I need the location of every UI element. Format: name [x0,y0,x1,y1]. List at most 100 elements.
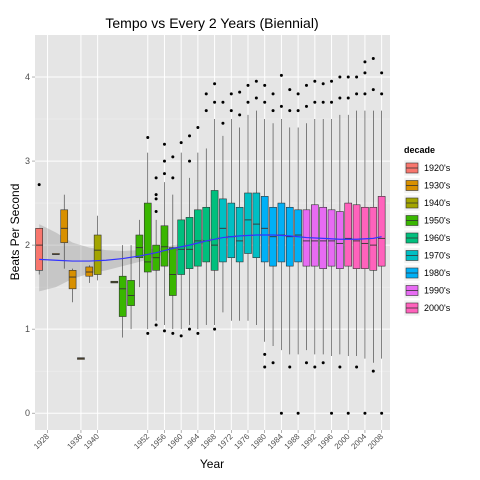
boxplot-1946 [118,245,127,338]
y-tick-label: 2 [25,240,30,250]
y-tick-label: 4 [25,72,30,82]
outlier-point [154,209,158,213]
outlier-point [179,141,183,145]
box [202,206,211,263]
outlier-point [363,71,367,75]
smooth-trend-line [39,234,382,262]
legend-label: 1960's [424,233,451,243]
outlier-point [154,193,158,197]
box [135,234,144,259]
outlier-point [229,92,233,96]
outlier-point [371,57,375,61]
boxplot-1936 [77,357,85,360]
outlier-point [321,100,325,104]
outlier-point [171,331,175,335]
outlier-point [371,369,375,373]
smooth-confidence-band [39,224,382,292]
outlier-point [221,100,225,104]
boxplot-1938 [85,265,94,283]
outlier-point [304,83,308,87]
x-tick-label: 1956 [149,432,168,451]
x-tick-label: 1964 [182,432,201,451]
boxplot-1980 [260,83,269,369]
boxplot-1958 [169,155,177,335]
x-tick-label: 2008 [366,432,385,451]
outlier-point [355,75,359,79]
outlier-point [263,83,267,87]
y-tick-label: 3 [25,156,30,166]
outlier-point [263,100,267,104]
outlier-point [363,92,367,96]
legend-label: 1980's [424,268,451,278]
box [35,227,43,271]
outlier-point [154,197,158,201]
boxplot-1972 [227,92,236,321]
outlier-point [279,73,283,77]
boxplot-1954 [152,176,160,327]
boxplot-1962 [185,134,194,331]
x-tick-label: 1988 [283,432,302,451]
outlier-point [346,411,350,415]
outlier-point [279,104,283,108]
outlier-point [162,172,166,176]
x-tick-label: 1976 [232,432,251,451]
chart-title: Tempo vs Every 2 Years (Biennial) [105,15,318,31]
legend-item: 1960's [403,229,451,247]
outlier-point [288,365,292,369]
outlier-point [221,121,225,125]
boxplot-1968 [210,82,219,331]
boxplot-2002 [352,75,361,369]
outlier-point [171,176,175,180]
x-tick-label: 1968 [199,432,218,451]
outlier-point [254,96,258,100]
boxplot-1992 [311,79,319,369]
box [327,209,336,267]
box [194,209,202,267]
x-tick-label: 1984 [266,432,285,451]
x-tick-label: 1940 [82,432,101,451]
legend-label: 2000's [424,303,451,313]
outlier-point [229,109,233,113]
box [185,217,194,269]
box [311,204,319,267]
outlier-point [321,361,325,365]
outlier-point [238,113,242,117]
legend-item: 1980's [403,264,451,282]
outlier-point [263,365,267,369]
boxplot-2004 [361,60,369,415]
outlier-point [338,75,342,79]
box [143,202,152,273]
boxplot-1996 [327,79,336,415]
outlier-point [146,331,150,335]
outlier-point [246,100,250,104]
outlier-point [304,104,308,108]
legend-label: 1940's [424,198,451,208]
boxplot-2008 [377,71,386,415]
box [235,206,244,263]
legend-label: 1990's [424,286,451,296]
outlier-point [338,365,342,369]
boxplot-1976 [244,83,252,321]
outlier-point [171,155,175,159]
boxplot-1956 [160,142,169,333]
boxplot-1948 [127,245,135,330]
outlier-point [263,352,267,356]
legend: decade 1920's 1930's 1940's 1950's 1960's 197… [403,145,451,317]
outlier-point [330,100,334,104]
y-tick-label: 1 [25,324,30,334]
outlier-point [288,109,292,113]
outlier-point [196,331,200,335]
boxplot-1944 [110,280,119,284]
outlier-point [162,329,166,333]
boxplot-2000 [344,75,353,415]
outlier-point [196,125,200,129]
legend-item: 1990's [403,282,451,299]
outlier-point [288,88,292,92]
box [260,196,269,263]
legend-item: 1940's [403,194,451,212]
x-tick-label: 1928 [32,432,51,451]
outlier-point [313,79,317,83]
outlier-point [371,88,375,92]
